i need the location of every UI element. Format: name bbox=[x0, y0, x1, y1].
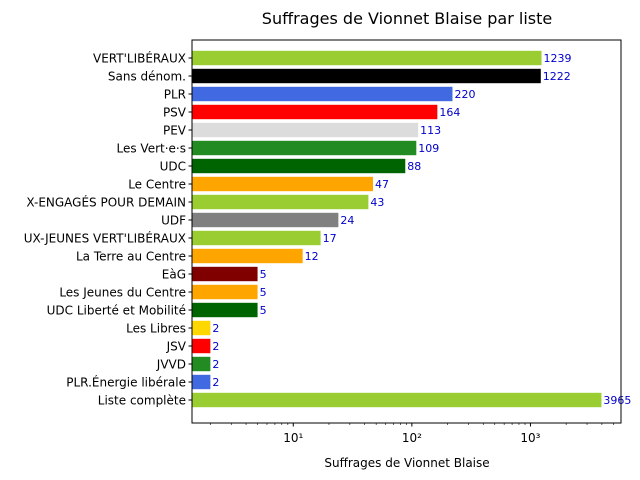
bar bbox=[192, 392, 602, 408]
y-tick-label: Liste complète bbox=[98, 394, 186, 408]
y-tick-label: Les Vert·e·s bbox=[117, 142, 187, 156]
bar bbox=[192, 266, 258, 282]
bar-value-label: 2 bbox=[212, 376, 219, 389]
bar bbox=[192, 50, 542, 66]
bar bbox=[192, 68, 541, 84]
y-tick-label: JVVD bbox=[156, 358, 186, 372]
x-tick-label: 10¹ bbox=[283, 431, 303, 445]
bar bbox=[192, 338, 211, 354]
y-tick-label: UDF bbox=[161, 214, 186, 228]
y-tick-label: PEV bbox=[163, 124, 187, 138]
x-tick-label: 10² bbox=[402, 431, 422, 445]
bar bbox=[192, 140, 417, 156]
bar-value-label: 24 bbox=[340, 214, 354, 227]
bar bbox=[192, 158, 406, 174]
bar-value-label: 43 bbox=[370, 196, 384, 209]
y-tick-label: Sans dénom. bbox=[108, 70, 186, 84]
bar bbox=[192, 122, 419, 138]
bar-value-label: 220 bbox=[454, 88, 475, 101]
bar-value-label: 5 bbox=[260, 268, 267, 281]
bar-value-label: 12 bbox=[305, 250, 319, 263]
bar-value-label: 2 bbox=[212, 322, 219, 335]
y-tick-label: PSV bbox=[163, 106, 187, 120]
bar bbox=[192, 194, 369, 210]
y-tick-label: VERT'LIBÉRAUX bbox=[93, 51, 186, 66]
bar bbox=[192, 302, 258, 318]
bar-value-label: 164 bbox=[439, 106, 460, 119]
y-tick-label: UX-JEUNES VERT'LIBÉRAUX bbox=[24, 231, 186, 246]
bar-value-label: 5 bbox=[260, 304, 267, 317]
bar bbox=[192, 284, 258, 300]
bar bbox=[192, 356, 211, 372]
y-tick-label: PLR.Énergie libérale bbox=[66, 375, 186, 390]
bar bbox=[192, 176, 373, 192]
bar-value-label: 3965 bbox=[603, 394, 631, 407]
y-tick-label: La Terre au Centre bbox=[76, 250, 186, 264]
x-tick-label: 10³ bbox=[520, 431, 540, 445]
bar bbox=[192, 86, 453, 102]
bar bbox=[192, 230, 321, 246]
bar bbox=[192, 104, 438, 120]
bar-value-label: 17 bbox=[323, 232, 337, 245]
bar bbox=[192, 374, 211, 390]
x-axis-ticks: 10¹ 10² 10³ bbox=[210, 423, 614, 445]
y-tick-label: X-ENGAGÉS POUR DEMAIN bbox=[26, 195, 186, 210]
bar-value-label: 5 bbox=[260, 286, 267, 299]
bars-group bbox=[192, 50, 602, 408]
plot-frame bbox=[191, 39, 622, 424]
bar-value-label: 2 bbox=[212, 340, 219, 353]
y-tick-label: PLR bbox=[164, 88, 186, 102]
bar-value-label: 1222 bbox=[543, 70, 571, 83]
bar bbox=[192, 248, 303, 264]
bar-value-label: 47 bbox=[375, 178, 389, 191]
y-tick-label: Les Jeunes du Centre bbox=[59, 286, 186, 300]
y-tick-label: Le Centre bbox=[128, 178, 186, 192]
y-tick-label: JSV bbox=[166, 340, 187, 354]
y-tick-label: UDC Liberté et Mobilité bbox=[47, 304, 186, 318]
bar bbox=[192, 320, 211, 336]
bar-value-label: 1239 bbox=[543, 52, 571, 65]
x-axis-label: Suffrages de Vionnet Blaise bbox=[324, 456, 489, 470]
bar-value-label: 88 bbox=[407, 160, 421, 173]
bar-value-label: 2 bbox=[212, 358, 219, 371]
y-tick-label: Les Libres bbox=[126, 322, 186, 336]
y-tick-label: EàG bbox=[162, 268, 186, 282]
bar-value-label: 113 bbox=[420, 124, 441, 137]
bar-value-label: 109 bbox=[418, 142, 439, 155]
chart-title: Suffrages de Vionnet Blaise par liste bbox=[262, 9, 552, 28]
y-tick-label: UDC bbox=[160, 160, 186, 174]
y-axis-tick-labels: VERT'LIBÉRAUX Sans dénom. PLR PSV PEV Les Ver… bbox=[24, 51, 192, 408]
bar bbox=[192, 212, 339, 228]
